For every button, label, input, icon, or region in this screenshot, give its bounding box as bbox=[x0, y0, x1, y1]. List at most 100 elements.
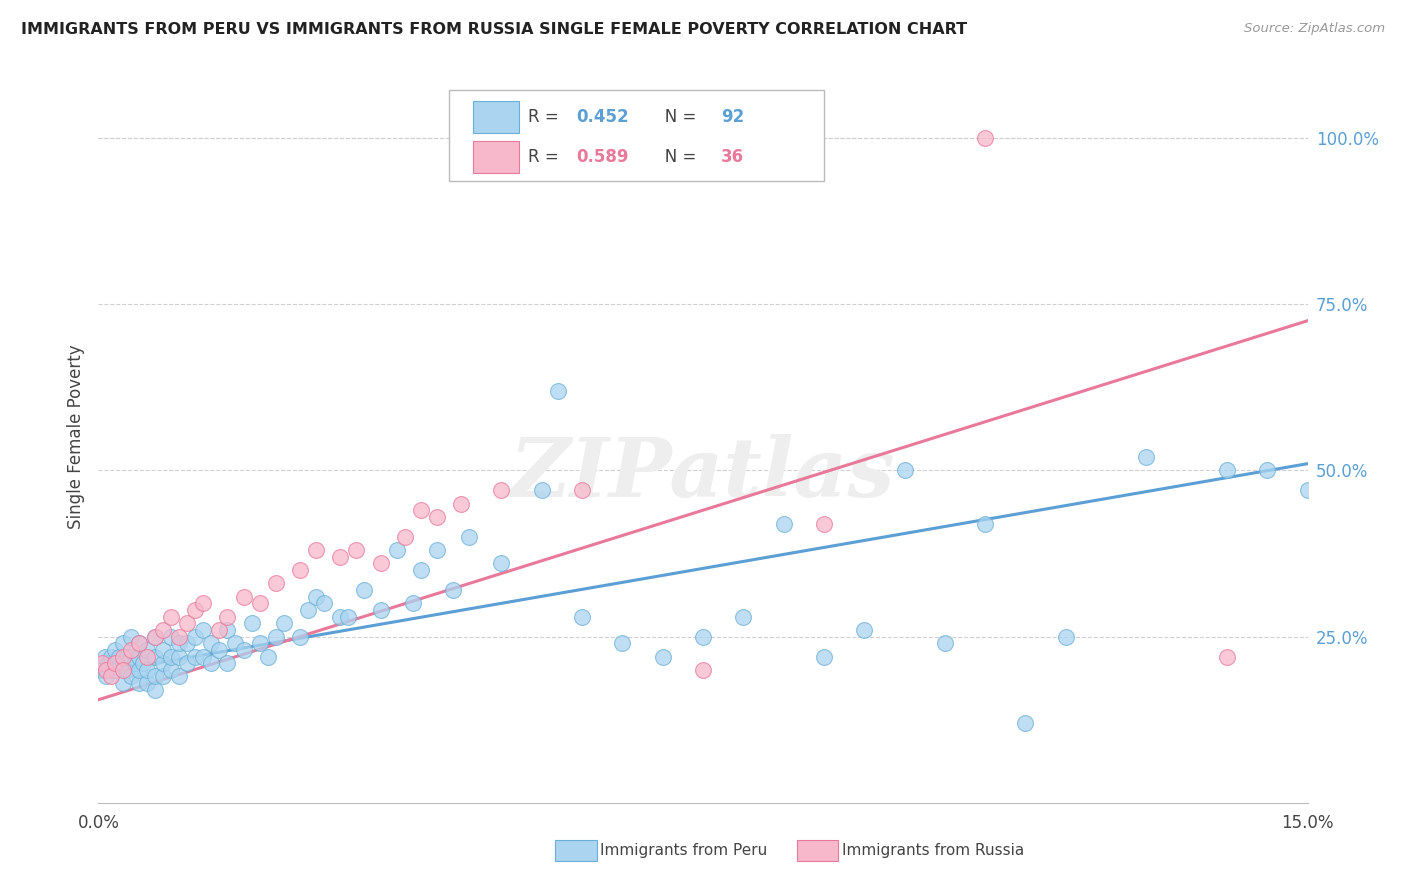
Point bbox=[934, 636, 956, 650]
Point bbox=[813, 516, 835, 531]
Point bbox=[135, 643, 157, 657]
Point bbox=[107, 649, 129, 664]
Text: 0.589: 0.589 bbox=[576, 148, 628, 166]
Point bbox=[974, 516, 997, 531]
Point bbox=[100, 669, 122, 683]
Point bbox=[273, 616, 295, 631]
Point bbox=[441, 582, 464, 597]
Point bbox=[115, 663, 138, 677]
Point bbox=[893, 463, 915, 477]
Text: N =: N = bbox=[648, 108, 702, 126]
Point bbox=[152, 656, 174, 670]
Point bbox=[217, 609, 239, 624]
Point bbox=[1014, 716, 1036, 731]
Point bbox=[344, 543, 367, 558]
Point bbox=[200, 656, 222, 670]
Point bbox=[120, 669, 142, 683]
Point bbox=[200, 636, 222, 650]
Point bbox=[135, 663, 157, 677]
Point bbox=[167, 669, 190, 683]
Point bbox=[193, 623, 215, 637]
Point bbox=[370, 557, 392, 571]
Point bbox=[288, 630, 311, 644]
Point bbox=[337, 609, 360, 624]
Point bbox=[135, 676, 157, 690]
Point bbox=[101, 663, 124, 677]
FancyBboxPatch shape bbox=[797, 840, 838, 862]
Point bbox=[1256, 463, 1278, 477]
Point bbox=[651, 649, 673, 664]
Point bbox=[353, 582, 375, 597]
Point bbox=[491, 483, 513, 498]
Point bbox=[208, 643, 231, 657]
Point bbox=[120, 649, 142, 664]
Point bbox=[184, 649, 207, 664]
Point bbox=[1216, 649, 1239, 664]
Point bbox=[256, 649, 278, 664]
FancyBboxPatch shape bbox=[449, 90, 824, 181]
Point bbox=[111, 663, 134, 677]
Point bbox=[152, 623, 174, 637]
Point bbox=[128, 636, 150, 650]
Point bbox=[184, 603, 207, 617]
Point bbox=[96, 663, 118, 677]
Point bbox=[143, 669, 166, 683]
Point bbox=[1054, 630, 1077, 644]
Point bbox=[217, 656, 239, 670]
FancyBboxPatch shape bbox=[555, 840, 596, 862]
Point bbox=[426, 509, 449, 524]
Point bbox=[329, 609, 352, 624]
Point bbox=[132, 656, 155, 670]
Point bbox=[160, 609, 183, 624]
Point bbox=[772, 516, 794, 531]
Point bbox=[100, 649, 122, 664]
Point bbox=[1216, 463, 1239, 477]
Point bbox=[692, 630, 714, 644]
Text: R =: R = bbox=[527, 148, 564, 166]
Point bbox=[1296, 483, 1319, 498]
Point bbox=[160, 649, 183, 664]
Point bbox=[208, 623, 231, 637]
Point bbox=[217, 623, 239, 637]
Point bbox=[974, 131, 997, 145]
Text: IMMIGRANTS FROM PERU VS IMMIGRANTS FROM RUSSIA SINGLE FEMALE POVERTY CORRELATION: IMMIGRANTS FROM PERU VS IMMIGRANTS FROM … bbox=[21, 22, 967, 37]
Point bbox=[111, 676, 134, 690]
Point bbox=[184, 630, 207, 644]
Point bbox=[1135, 450, 1157, 464]
Point bbox=[264, 576, 287, 591]
Point bbox=[409, 503, 432, 517]
Point bbox=[224, 636, 246, 650]
Point bbox=[370, 603, 392, 617]
Point bbox=[128, 663, 150, 677]
Y-axis label: Single Female Poverty: Single Female Poverty bbox=[66, 345, 84, 529]
Point bbox=[167, 630, 190, 644]
Text: N =: N = bbox=[648, 148, 702, 166]
Point bbox=[152, 643, 174, 657]
Point bbox=[91, 663, 114, 677]
Point bbox=[97, 656, 120, 670]
Point bbox=[571, 609, 593, 624]
Point bbox=[152, 669, 174, 683]
Point bbox=[111, 649, 134, 664]
Point bbox=[167, 649, 190, 664]
Text: 0.452: 0.452 bbox=[576, 108, 628, 126]
Point bbox=[103, 656, 125, 670]
Point bbox=[193, 649, 215, 664]
Point bbox=[612, 636, 634, 650]
Point bbox=[167, 636, 190, 650]
Point bbox=[249, 596, 271, 610]
Point bbox=[733, 609, 755, 624]
Point bbox=[264, 630, 287, 644]
Point bbox=[176, 616, 198, 631]
Point bbox=[143, 630, 166, 644]
Point bbox=[530, 483, 553, 498]
Point bbox=[692, 663, 714, 677]
Point bbox=[111, 636, 134, 650]
Point bbox=[115, 649, 138, 664]
Point bbox=[193, 596, 215, 610]
Point bbox=[853, 623, 876, 637]
Point bbox=[120, 643, 142, 657]
Text: Immigrants from Russia: Immigrants from Russia bbox=[842, 843, 1025, 858]
Point bbox=[94, 649, 117, 664]
FancyBboxPatch shape bbox=[474, 141, 519, 173]
